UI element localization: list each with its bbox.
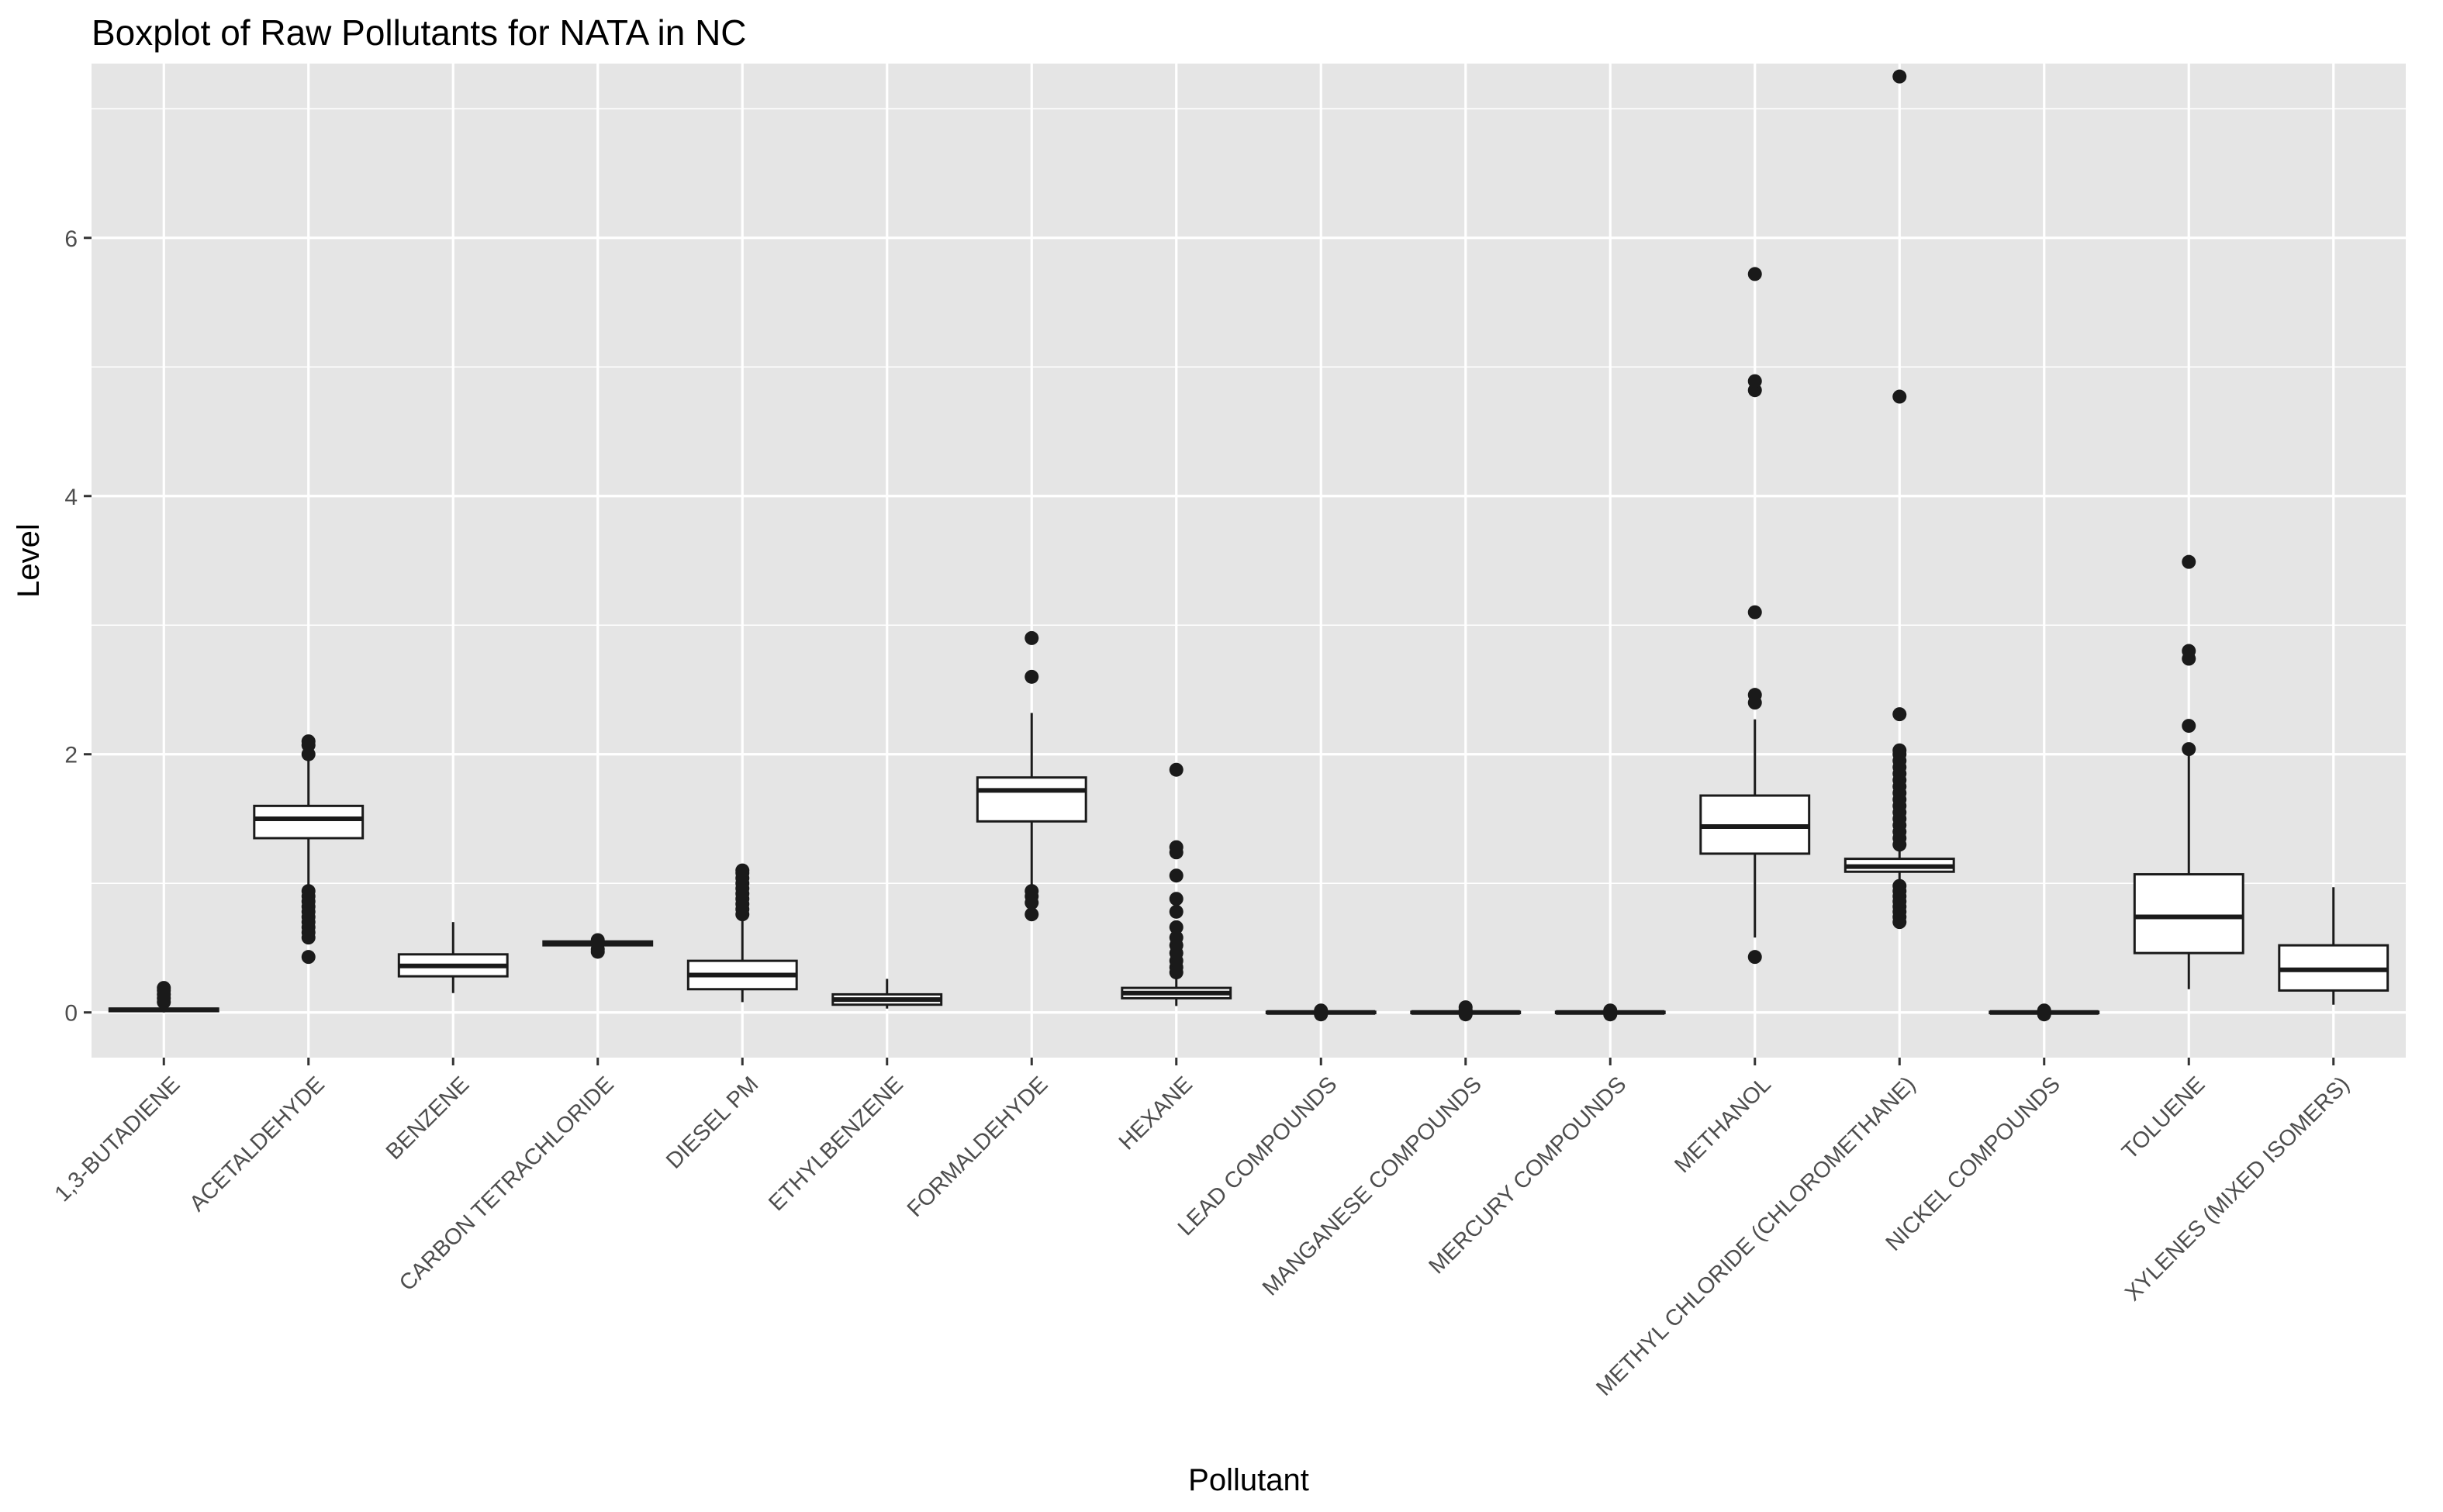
box-3 xyxy=(397,922,509,993)
outlier-point xyxy=(2182,742,2196,757)
box-iqr xyxy=(976,776,1087,823)
box-13 xyxy=(1843,69,1955,930)
outlier-point xyxy=(1892,743,1907,758)
x-tick-label: HEXANE xyxy=(1114,1072,1197,1155)
box-6 xyxy=(831,979,943,1009)
outlier-point xyxy=(1747,605,1762,620)
outlier-point xyxy=(2182,644,2196,658)
outlier-point xyxy=(1169,904,1183,919)
outlier-point xyxy=(1747,267,1762,281)
y-axis-label: Level xyxy=(12,523,46,598)
x-tick-label: METHYL CHLORIDE (CHLOROMETHANE) xyxy=(1591,1072,1920,1400)
outlier-point xyxy=(2037,1003,2051,1018)
plot-panel xyxy=(92,64,2406,1058)
x-tick-label: DIESEL PM xyxy=(662,1072,763,1173)
outlier-point xyxy=(1025,630,1039,645)
box-iqr xyxy=(253,804,365,840)
chart-title: Boxplot of Raw Pollutants for NATA in NC xyxy=(92,12,747,53)
x-tick-label: 1,3-BUTADIENE xyxy=(50,1072,185,1206)
outlier-point xyxy=(301,734,316,749)
x-tick-label: ETHYLBENZENE xyxy=(764,1072,908,1216)
outlier-point xyxy=(590,933,605,948)
outlier-point xyxy=(1892,389,1907,404)
x-tick-label: XYLENES (MIXED ISOMERS) xyxy=(2120,1072,2355,1306)
x-tick-label: TOLUENE xyxy=(2117,1072,2210,1164)
outlier-point xyxy=(1169,868,1183,883)
box-11 xyxy=(1554,1003,1666,1022)
outlier-point xyxy=(1025,884,1039,899)
box-16 xyxy=(2278,887,2389,1005)
box-iqr xyxy=(2133,873,2244,954)
outlier-point xyxy=(2182,719,2196,734)
box-12 xyxy=(1699,267,1811,965)
outlier-point xyxy=(1892,69,1907,84)
boxplot-series xyxy=(108,69,2389,1022)
box-14 xyxy=(1989,1003,2100,1022)
outlier-point xyxy=(1892,707,1907,722)
box-10 xyxy=(1410,1000,1522,1022)
x-tick-label: FORMALDEHYDE xyxy=(903,1072,1053,1222)
box-5 xyxy=(686,863,798,1003)
outlier-point xyxy=(1747,950,1762,965)
x-tick-label: METHANOL xyxy=(1670,1072,1776,1178)
outlier-point xyxy=(1025,907,1039,922)
x-tick-label: BENZENE xyxy=(382,1072,474,1164)
x-tick-label: LEAD COMPOUNDS xyxy=(1173,1072,1342,1240)
y-tick-label: 4 xyxy=(64,485,78,510)
y-tick-label: 0 xyxy=(64,1001,78,1027)
outlier-point xyxy=(1314,1003,1329,1018)
outlier-point xyxy=(735,863,750,878)
outlier-point xyxy=(2182,554,2196,569)
y-tick-label: 6 xyxy=(64,226,78,252)
box-1 xyxy=(108,981,219,1013)
box-7 xyxy=(976,630,1087,922)
outlier-point xyxy=(1169,892,1183,906)
outlier-point xyxy=(1747,374,1762,388)
outlier-point xyxy=(1603,1003,1618,1018)
outlier-point xyxy=(1169,930,1183,945)
box-4 xyxy=(542,933,654,959)
x-tick-label: ACETALDEHYDE xyxy=(185,1072,329,1216)
outlier-point xyxy=(301,950,316,965)
x-axis-label: Pollutant xyxy=(1188,1463,1309,1497)
box-15 xyxy=(2133,554,2244,989)
outlier-point xyxy=(1169,762,1183,777)
outlier-point xyxy=(1169,840,1183,854)
box-9 xyxy=(1265,1003,1377,1022)
box-8 xyxy=(1121,762,1232,1006)
outlier-point xyxy=(301,884,316,899)
box-2 xyxy=(253,734,365,965)
y-tick-label: 2 xyxy=(64,743,78,768)
outlier-point xyxy=(1747,688,1762,702)
outlier-point xyxy=(1169,920,1183,934)
outlier-point xyxy=(1458,1000,1473,1015)
outlier-point xyxy=(1892,879,1907,893)
outlier-point xyxy=(157,981,171,996)
y-axis: 0 2 4 6 xyxy=(64,226,92,1027)
outlier-point xyxy=(1025,669,1039,684)
